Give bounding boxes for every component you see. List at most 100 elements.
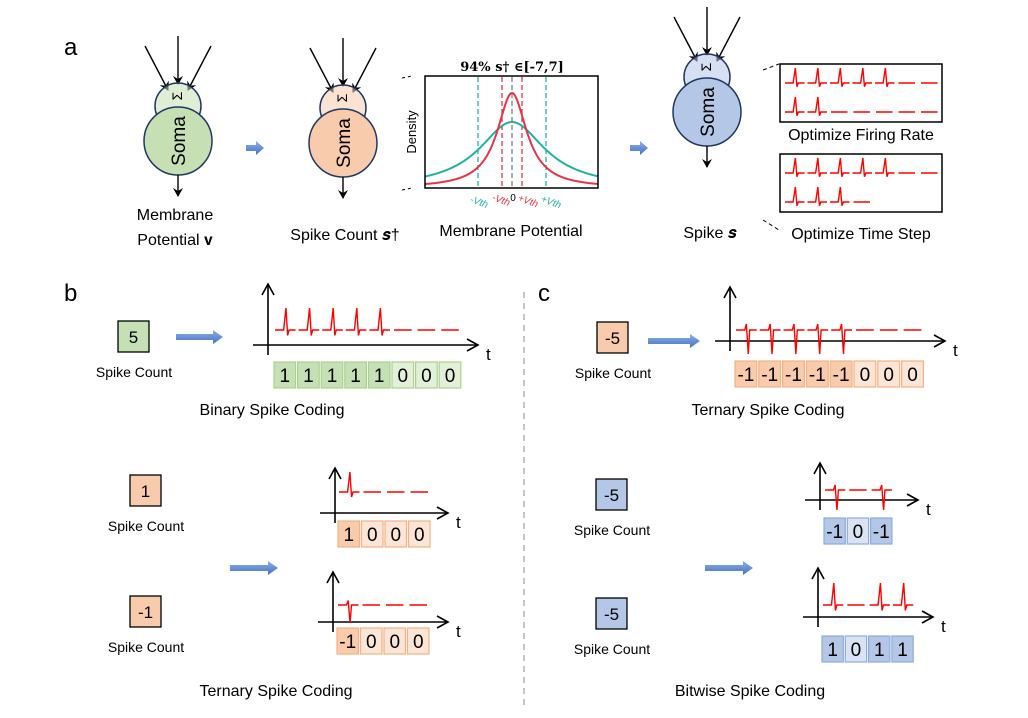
flow-arrow-icon xyxy=(705,561,753,575)
bit-cell xyxy=(781,360,805,388)
neuron-2: Σ Soma xyxy=(308,38,378,199)
bit-value: -1 xyxy=(809,365,826,386)
zoom-guide-top-right xyxy=(762,63,780,71)
spike-count-value: -5 xyxy=(604,605,619,624)
bit-cell xyxy=(867,635,891,663)
spike-train xyxy=(339,471,428,498)
neuron-1: Σ Soma xyxy=(143,36,213,197)
bit-value: 0 xyxy=(390,525,401,546)
spike xyxy=(830,186,850,206)
bit-cell xyxy=(734,360,758,388)
firing-rate-box xyxy=(779,63,943,123)
spike-count-label: Spike Count xyxy=(108,639,184,655)
spike xyxy=(831,323,852,355)
flow-arrow-icon xyxy=(176,330,223,344)
bit-value: -1 xyxy=(761,365,778,386)
spike xyxy=(825,484,846,511)
bit-cell xyxy=(407,520,431,548)
neuron-1-caption-line2: Potential 𝐯 xyxy=(137,232,213,249)
bit-cell xyxy=(823,517,846,545)
bit-value: -1 xyxy=(833,365,850,386)
spike xyxy=(338,600,359,624)
spike xyxy=(852,67,872,87)
bit-value: 0 xyxy=(398,366,409,387)
spike xyxy=(875,67,895,87)
spike xyxy=(759,323,781,355)
spike-count-box xyxy=(117,320,150,353)
spike-count-value: -1 xyxy=(138,603,153,622)
bit-cell xyxy=(805,360,829,388)
time-axis-label: t xyxy=(926,500,931,519)
bit-cell xyxy=(360,520,384,548)
spike xyxy=(823,582,844,611)
spike xyxy=(869,582,890,611)
neuron-2-caption: Spike Count 𝒔† xyxy=(290,227,399,244)
bit-value: 1 xyxy=(827,640,838,661)
spike xyxy=(785,157,805,177)
bit-cell xyxy=(438,361,462,389)
spike-count-value: -5 xyxy=(604,486,619,505)
sum-symbol: Σ xyxy=(698,62,714,71)
bitwise-coding-title: Bitwise Spike Coding xyxy=(675,683,825,700)
spike-count-box xyxy=(129,474,162,507)
input-arrow-icon xyxy=(673,16,698,62)
spike-train xyxy=(825,484,892,511)
sum-symbol: Σ xyxy=(334,93,350,102)
bit-value: 1 xyxy=(343,525,354,546)
time-step-caption: Optimize Time Step xyxy=(791,226,931,243)
time-axis-label: t xyxy=(456,513,461,532)
spike xyxy=(807,96,827,116)
bit-cell xyxy=(383,627,407,655)
spike xyxy=(369,307,390,336)
bit-cell xyxy=(415,361,438,389)
density-plot: 94% s† ∈[-7,7] Density -Vth -Vth 0 +Vth … xyxy=(401,60,599,240)
flow-arrow-icon xyxy=(230,561,278,575)
spike-train xyxy=(275,307,459,336)
density-frame xyxy=(424,75,599,189)
spike-count-box xyxy=(595,597,628,630)
input-arrow-icon xyxy=(716,16,741,62)
spike xyxy=(345,307,367,336)
input-arrow-icon xyxy=(144,45,169,91)
time-step-train-1 xyxy=(785,157,938,177)
zoom-guide-bottom-right xyxy=(762,219,780,231)
bit-value: 1 xyxy=(874,640,885,661)
spike xyxy=(783,323,805,355)
bit-value: 0 xyxy=(860,365,871,386)
density-title: 94% s† ∈[-7,7] xyxy=(460,60,564,75)
spike-count-box xyxy=(129,595,162,628)
bit-value: 0 xyxy=(883,365,894,386)
bit-cell xyxy=(320,361,344,389)
bit-value: 1 xyxy=(350,366,361,387)
bit-cell xyxy=(844,635,868,663)
firing-rate-caption: Optimize Firing Rate xyxy=(788,127,934,144)
spike-count-label: Spike Count xyxy=(96,364,172,380)
bit-value: 0 xyxy=(414,525,425,546)
bit-value: -1 xyxy=(339,632,356,653)
ternary-coding-title-c: Ternary Spike Coding xyxy=(692,402,845,419)
bit-value: 0 xyxy=(367,525,378,546)
bit-cell xyxy=(367,361,391,389)
bit-value: 0 xyxy=(445,366,456,387)
density-xlabel: Membrane Potential xyxy=(439,223,582,240)
spike xyxy=(298,307,320,336)
spike-count-value: -5 xyxy=(605,329,620,348)
zoom-guide-top xyxy=(401,75,413,79)
spike xyxy=(875,157,895,177)
bit-value: 0 xyxy=(421,366,432,387)
tick-red-pos: +Vth xyxy=(516,193,540,211)
bit-cell xyxy=(359,627,383,655)
bit-value: 0 xyxy=(389,632,400,653)
spike xyxy=(892,582,914,611)
time-step-train-2 xyxy=(785,186,870,206)
spike xyxy=(830,157,850,177)
spike xyxy=(871,484,892,511)
bit-cell xyxy=(273,361,297,389)
bitwise-coding-negative: -5 Spike Count t -1 0 -1 xyxy=(574,461,931,575)
bit-value: -1 xyxy=(785,365,802,386)
spike xyxy=(736,323,757,355)
neurons: Σ Soma Σ Soma Σ Soma xyxy=(143,7,742,199)
bit-cell xyxy=(384,520,408,548)
